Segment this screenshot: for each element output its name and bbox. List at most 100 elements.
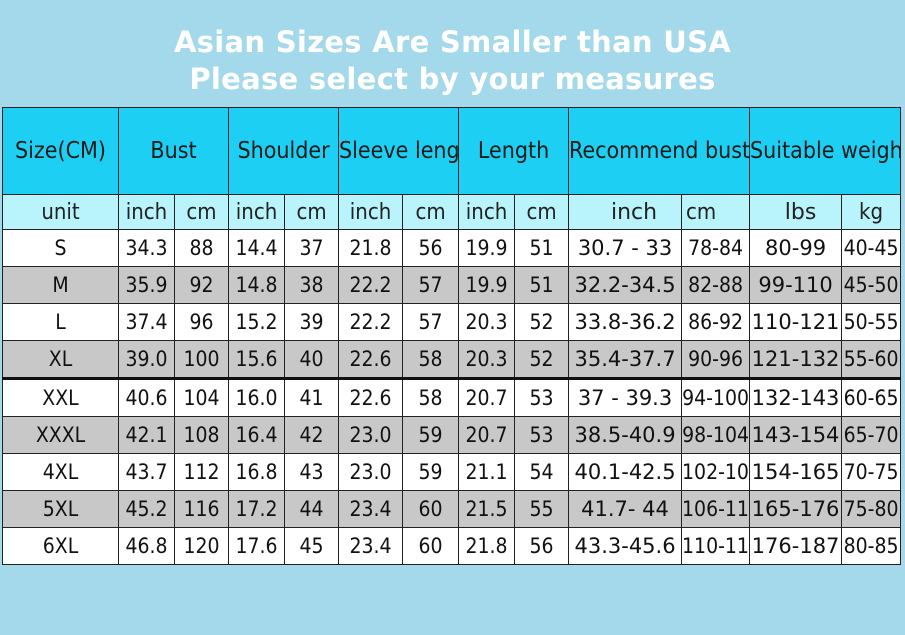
cell-bust-in: 34.3 (118, 229, 175, 267)
cell-bust-cm: 116 (173, 490, 230, 528)
cell-sl-in: 23.0 (338, 416, 404, 454)
cell-sh-cm: 42 (284, 416, 340, 454)
table-row: 5XL 45.2 116 17.2 44 23.4 60 21.5 55 41.7- 44 106-… (2, 490, 902, 528)
cell-sl-in: 21.8 (338, 229, 404, 267)
cell-sl-in: 23.4 (338, 490, 404, 528)
cell-sh-in: 15.6 (228, 340, 286, 379)
cell-size: XL (2, 340, 119, 379)
cell-rb-in: 32.2-34.5 (568, 266, 683, 304)
cell-rb-cm: 78-84 (681, 229, 751, 267)
cell-bust-in: 35.9 (118, 266, 175, 304)
unit-cm: cm (284, 194, 340, 230)
cell-sl-in: 22.2 (338, 303, 404, 341)
header-shoulder: Shoulder (228, 107, 340, 195)
cell-size: XXL (2, 377, 119, 417)
cell-sh-cm: 43 (284, 453, 340, 491)
cell-sl-cm: 57 (402, 303, 460, 341)
cell-bust-cm: 120 (173, 527, 230, 565)
cell-size: M (2, 266, 119, 304)
unit-cm: cm (173, 194, 230, 230)
cell-lbs: 99-110 (749, 266, 843, 304)
cell-len-in: 19.9 (458, 266, 516, 304)
cell-sh-in: 14.4 (228, 229, 286, 267)
header-bust: Bust (117, 107, 230, 195)
cell-bust-cm: 100 (173, 340, 230, 379)
cell-kg: 50-55 (841, 303, 902, 341)
cell-bust-in: 40.6 (118, 377, 175, 417)
header-sleeve-length: Sleeve length (338, 107, 460, 195)
cell-size: 4XL (2, 453, 119, 491)
cell-kg: 60-65 (841, 377, 902, 417)
cell-sl-in: 23.4 (338, 527, 404, 565)
cell-len-cm: 53 (514, 377, 570, 417)
cell-len-in: 20.7 (458, 377, 516, 417)
cell-lbs: 121-132 (749, 340, 843, 379)
cell-bust-in: 39.0 (118, 340, 175, 379)
cell-rb-in: 40.1-42.5 (568, 453, 683, 491)
cell-rb-in: 37 - 39.3 (568, 377, 683, 417)
header-row: Size(CM) Bust Shoulder Sleeve length Len… (2, 107, 902, 195)
unit-inch: inch (228, 194, 286, 230)
unit-inch: inch (458, 194, 516, 230)
cell-sl-cm: 60 (402, 490, 460, 528)
table-row: S 34.3 88 14.4 37 21.8 56 19.9 51 30.7 - 33 78-84 8… (2, 229, 902, 267)
cell-sh-in: 17.2 (228, 490, 286, 528)
unit-inch: inch (338, 194, 404, 230)
cell-len-in: 20.3 (458, 340, 516, 379)
cell-kg: 40-45 (841, 229, 902, 267)
cell-sl-cm: 60 (402, 527, 460, 565)
cell-rb-in: 30.7 - 33 (568, 229, 683, 267)
cell-lbs: 110-121 (749, 303, 843, 341)
table-row: XXXL 42.1 108 16.4 42 23.0 59 20.7 53 38.5-40.9 98… (2, 416, 902, 454)
cell-sh-cm: 38 (284, 266, 340, 304)
cell-len-in: 21.5 (458, 490, 516, 528)
cell-size: L (2, 303, 119, 341)
unit-cm: cm (681, 194, 751, 230)
cell-rb-in: 33.8-36.2 (568, 303, 683, 341)
unit-lbs: lbs (749, 194, 843, 230)
unit-cm: cm (514, 194, 570, 230)
cell-sh-in: 14.8 (228, 266, 286, 304)
table-row: 4XL 43.7 112 16.8 43 23.0 59 21.1 54 40.1-42.5 102… (2, 453, 902, 491)
cell-len-cm: 55 (514, 490, 570, 528)
header-length: Length (458, 107, 570, 195)
page-subtitle: Please select by your measures (189, 62, 716, 96)
table-row: 6XL 46.8 120 17.6 45 23.4 60 21.8 56 43.3-45.6 110… (2, 527, 902, 565)
cell-bust-in: 45.2 (118, 490, 175, 528)
header-recommend-bust: Recommend bust (568, 107, 751, 195)
table-row: L 37.4 96 15.2 39 22.2 57 20.3 52 33.8-36.2 86-92 1… (2, 303, 902, 341)
cell-rb-cm: 94-100 (681, 377, 751, 417)
cell-sh-in: 16.8 (228, 453, 286, 491)
cell-sl-cm: 59 (402, 416, 460, 454)
cell-bust-in: 43.7 (118, 453, 175, 491)
unit-label: unit (2, 194, 119, 230)
cell-rb-cm: 102-108 (681, 453, 751, 491)
cell-sl-in: 22.6 (338, 377, 404, 417)
unit-cm: cm (402, 194, 460, 230)
cell-sl-cm: 58 (402, 377, 460, 417)
cell-len-cm: 51 (514, 229, 570, 267)
unit-kg: kg (841, 194, 902, 230)
unit-inch: inch (568, 194, 683, 230)
cell-rb-cm: 106-112 (681, 490, 751, 528)
cell-sl-in: 22.2 (338, 266, 404, 304)
table-row: XL 39.0 100 15.6 40 22.6 58 20.3 52 35.4-37.7 90-9… (2, 340, 902, 379)
cell-rb-cm: 82-88 (681, 266, 751, 304)
header-size: Size(CM) (2, 107, 119, 195)
unit-inch: inch (118, 194, 175, 230)
cell-lbs: 80-99 (749, 229, 843, 267)
cell-rb-cm: 110-116 (681, 527, 751, 565)
size-chart-table: Size(CM) Bust Shoulder Sleeve length Len… (2, 107, 902, 565)
cell-bust-cm: 96 (173, 303, 230, 341)
cell-bust-in: 42.1 (118, 416, 175, 454)
cell-rb-in: 35.4-37.7 (568, 340, 683, 379)
cell-len-cm: 51 (514, 266, 570, 304)
unit-row: unit inch cm inch cm inch cm inch cm inc… (2, 194, 902, 230)
cell-bust-cm: 104 (173, 377, 230, 417)
cell-len-in: 20.3 (458, 303, 516, 341)
cell-len-in: 21.1 (458, 453, 516, 491)
cell-lbs: 143-154 (749, 416, 843, 454)
page-title: Asian Sizes Are Smaller than USA (173, 25, 732, 59)
cell-sh-cm: 39 (284, 303, 340, 341)
cell-size: XXXL (2, 416, 119, 454)
